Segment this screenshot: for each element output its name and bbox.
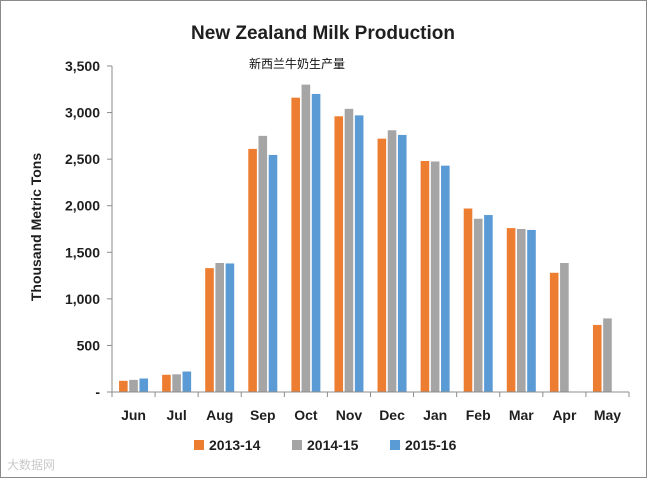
y-tick-label: 2,000 — [65, 198, 100, 214]
x-tick-label: Nov — [336, 407, 363, 423]
bar-2015-16-Feb — [484, 215, 493, 392]
x-tick-label: Feb — [466, 407, 491, 423]
legend-swatch — [194, 440, 204, 450]
bar-2015-16-Jan — [441, 165, 450, 392]
bar-2014-15-Feb — [473, 218, 483, 392]
legend-label: 2015-16 — [405, 437, 457, 453]
x-tick-label: Aug — [206, 407, 233, 423]
legend-label: 2013-14 — [209, 437, 261, 453]
x-tick-label: Jan — [423, 407, 447, 423]
x-tick-label: Oct — [294, 407, 318, 423]
bar-2015-16-Oct — [311, 93, 321, 392]
legend-swatch — [292, 440, 302, 450]
series-2014-15 — [129, 84, 612, 393]
bar-2014-15-May — [603, 318, 612, 392]
bar-2013-14-Jul — [162, 374, 171, 392]
legend-swatch — [390, 440, 400, 450]
x-axis: Jun Jul Aug Sep Oct Nov Dec Jan Feb Mar Apr May — [111, 391, 630, 423]
series-2013-14 — [119, 97, 602, 393]
bar-2015-16-Mar — [527, 229, 536, 392]
chart-title: New Zealand Milk Production — [191, 23, 455, 44]
y-tick-label: 1,000 — [65, 291, 100, 307]
x-tick-label: Mar — [509, 407, 534, 423]
y-tick-label: 3,500 — [65, 58, 100, 74]
y-tick-label: 1,500 — [65, 244, 100, 260]
bar-2014-15-Nov — [344, 108, 354, 392]
bar-2014-15-Mar — [516, 229, 526, 392]
x-tick-label: Jul — [167, 407, 187, 423]
bar-2015-16-Nov — [354, 115, 364, 393]
bar-2013-14-Oct — [291, 97, 300, 393]
x-tick-label: Apr — [552, 407, 577, 423]
bar-2015-16-Sep — [268, 154, 278, 392]
bar-2013-14-Sep — [248, 148, 257, 392]
y-tick-label: - — [95, 384, 100, 400]
bar-2014-15-Oct — [301, 84, 311, 392]
x-tick-label: May — [594, 407, 621, 423]
y-tick-label: 500 — [77, 337, 101, 353]
bar-2013-14-May — [592, 324, 602, 392]
bar-2013-14-Nov — [334, 116, 344, 393]
bar-2013-14-Dec — [377, 138, 387, 392]
bar-2013-14-Jan — [420, 161, 430, 392]
bar-2014-15-Aug — [215, 263, 225, 392]
series-2015-16 — [139, 93, 536, 393]
bar-2015-16-Dec — [397, 134, 407, 392]
y-axis-ticks: - 500 1,000 1,500 2,000 2,500 3,000 3,500 — [65, 58, 113, 400]
legend-label: 2014-15 — [307, 437, 359, 453]
legend-item: 2013-14 — [194, 437, 261, 453]
bar-2014-15-Sep — [258, 135, 268, 393]
watermark: 大数据网 — [7, 458, 56, 472]
y-tick-label: 3,000 — [65, 105, 100, 121]
y-tick-label: 2,500 — [65, 151, 100, 167]
bar-2013-14-Mar — [506, 228, 516, 392]
legend-item: 2015-16 — [390, 437, 457, 453]
legend-item: 2014-15 — [292, 437, 359, 453]
bar-2014-15-Jun — [129, 379, 138, 392]
bar-2015-16-Jul — [182, 371, 192, 392]
bar-2013-14-Apr — [549, 272, 559, 392]
y-axis-title: Thousand Metric Tons — [28, 153, 44, 302]
bar-2014-15-Dec — [387, 130, 397, 392]
bar-series — [119, 84, 612, 393]
bar-2015-16-Aug — [225, 263, 235, 392]
bar-2015-16-Jun — [139, 378, 149, 392]
x-tick-label: Dec — [379, 407, 405, 423]
bar-2014-15-Jan — [430, 161, 440, 392]
bar-2013-14-Jun — [119, 380, 128, 392]
bar-2013-14-Feb — [463, 208, 473, 392]
legend: 2013-14 2014-15 2015-16 — [194, 437, 457, 453]
x-tick-label: Jun — [121, 407, 146, 423]
chart-subtitle: 新西兰牛奶生产量 — [249, 56, 345, 71]
bar-2013-14-Aug — [205, 268, 214, 392]
bar-2014-15-Jul — [172, 374, 181, 392]
bar-2014-15-Apr — [560, 263, 569, 392]
x-tick-label: Sep — [250, 407, 276, 423]
